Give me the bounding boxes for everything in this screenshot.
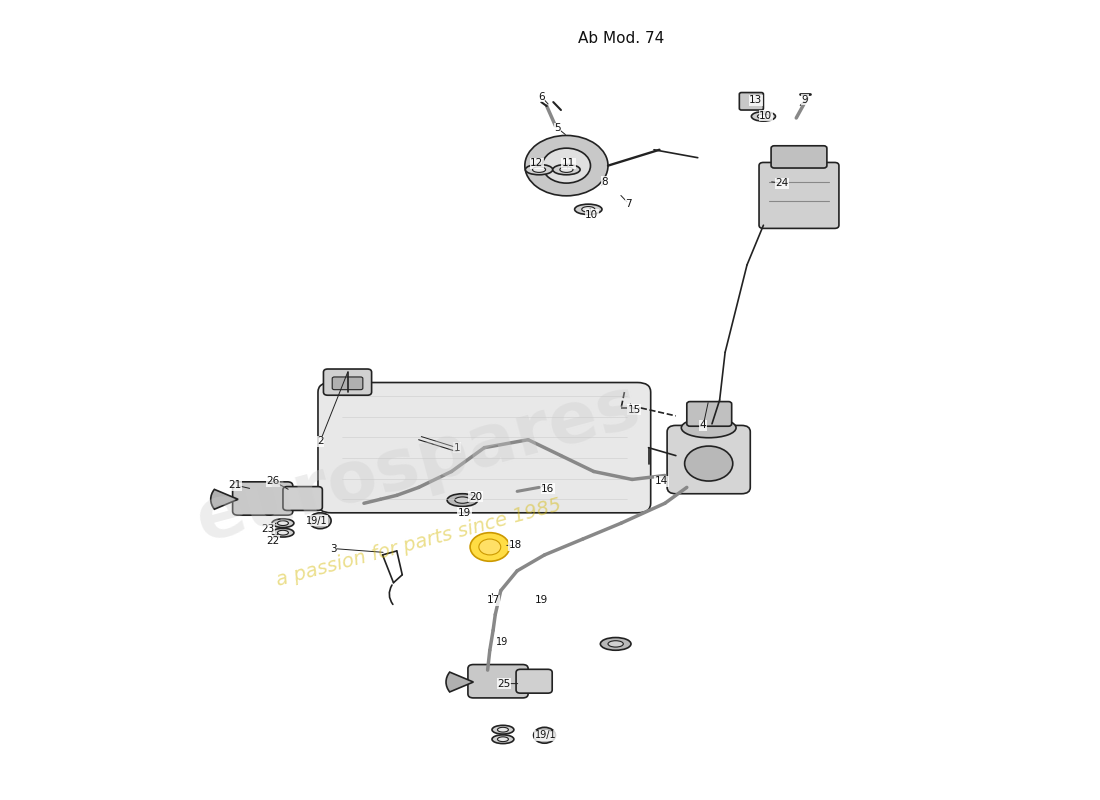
- Text: 23: 23: [261, 524, 274, 534]
- Text: 22: 22: [266, 536, 279, 546]
- Ellipse shape: [492, 735, 514, 743]
- Ellipse shape: [526, 165, 552, 174]
- Ellipse shape: [560, 167, 573, 172]
- Ellipse shape: [751, 112, 776, 121]
- FancyBboxPatch shape: [759, 162, 839, 229]
- Ellipse shape: [681, 418, 736, 438]
- Ellipse shape: [447, 494, 477, 506]
- Text: 14: 14: [654, 476, 669, 486]
- FancyBboxPatch shape: [739, 93, 763, 110]
- FancyBboxPatch shape: [323, 369, 372, 395]
- Ellipse shape: [277, 521, 288, 526]
- Text: 1: 1: [453, 442, 460, 453]
- Text: 9: 9: [802, 94, 808, 105]
- Text: 16: 16: [541, 484, 554, 494]
- Text: 13: 13: [749, 95, 762, 106]
- Circle shape: [525, 135, 608, 196]
- Ellipse shape: [277, 530, 288, 535]
- Text: 25: 25: [497, 678, 510, 689]
- FancyBboxPatch shape: [468, 665, 528, 698]
- Ellipse shape: [454, 497, 470, 503]
- Ellipse shape: [758, 114, 769, 118]
- Text: 7: 7: [626, 198, 632, 209]
- Text: 3: 3: [330, 543, 337, 554]
- Text: eurospares: eurospares: [189, 371, 648, 556]
- Ellipse shape: [532, 167, 546, 172]
- Text: 19: 19: [535, 595, 548, 605]
- Ellipse shape: [552, 165, 580, 174]
- Text: Ab Mod. 74: Ab Mod. 74: [578, 30, 664, 46]
- Text: 11: 11: [562, 158, 575, 168]
- Text: 19/1: 19/1: [535, 730, 557, 740]
- Text: 18: 18: [508, 540, 521, 550]
- Ellipse shape: [608, 641, 624, 647]
- Text: 15: 15: [628, 405, 641, 414]
- Circle shape: [542, 148, 591, 183]
- Text: 24: 24: [776, 178, 789, 188]
- Ellipse shape: [497, 737, 508, 742]
- Ellipse shape: [492, 726, 514, 734]
- FancyBboxPatch shape: [332, 377, 363, 390]
- Ellipse shape: [582, 206, 595, 212]
- Text: 19/1: 19/1: [306, 516, 328, 526]
- Text: a passion for parts since 1985: a passion for parts since 1985: [274, 496, 563, 590]
- Circle shape: [684, 446, 733, 481]
- Circle shape: [470, 533, 509, 562]
- Text: 8: 8: [602, 177, 608, 186]
- Circle shape: [534, 727, 556, 743]
- Ellipse shape: [272, 518, 294, 527]
- Ellipse shape: [574, 204, 602, 214]
- Circle shape: [478, 539, 500, 555]
- Text: 19: 19: [458, 508, 471, 518]
- Circle shape: [309, 513, 331, 529]
- Text: 20: 20: [469, 492, 482, 502]
- Ellipse shape: [601, 638, 631, 650]
- FancyBboxPatch shape: [686, 402, 732, 426]
- Ellipse shape: [272, 528, 294, 537]
- Text: 2: 2: [317, 436, 323, 446]
- Text: 26: 26: [266, 476, 279, 486]
- FancyBboxPatch shape: [318, 382, 651, 513]
- Text: 12: 12: [530, 158, 543, 168]
- Text: 19: 19: [496, 638, 508, 647]
- Text: 10: 10: [759, 110, 772, 121]
- Ellipse shape: [497, 727, 508, 732]
- FancyBboxPatch shape: [771, 146, 827, 168]
- Text: 6: 6: [538, 91, 544, 102]
- Wedge shape: [211, 490, 238, 510]
- Text: 4: 4: [700, 421, 706, 430]
- FancyBboxPatch shape: [232, 482, 293, 515]
- Text: 5: 5: [554, 123, 561, 134]
- Text: 10: 10: [585, 210, 598, 220]
- Text: 21: 21: [228, 480, 241, 490]
- FancyBboxPatch shape: [667, 426, 750, 494]
- FancyBboxPatch shape: [516, 670, 552, 693]
- FancyBboxPatch shape: [283, 486, 322, 510]
- Wedge shape: [446, 672, 473, 692]
- Text: 17: 17: [486, 595, 499, 605]
